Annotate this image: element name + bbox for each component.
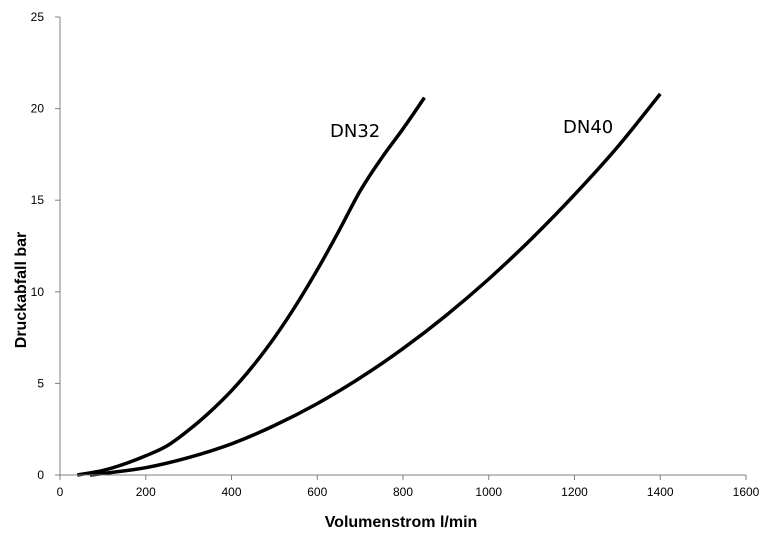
y-tick-label: 20 [31,102,45,116]
series-labels: DN32 DN40 [330,117,613,142]
y-tick-label: 25 [31,10,45,24]
x-tick-label: 200 [136,485,156,499]
series-line-dn40 [89,92,662,477]
x-axis-title: Volumenstrom l/min [325,514,478,531]
y-tick-label: 10 [31,285,45,299]
series-label-dn40: DN40 [563,117,613,138]
x-tick-label: 600 [307,485,327,499]
series-label-dn32: DN32 [330,121,380,142]
x-tick-label: 0 [57,485,64,499]
x-tick-label: 1200 [561,485,588,499]
series-layer [76,92,662,477]
y-tick-label: 0 [37,468,44,482]
x-tick-label: 1000 [475,485,502,499]
y-tick-label: 15 [31,193,45,207]
x-tick-label: 400 [221,485,241,499]
x-tick-label: 800 [393,485,413,499]
y-tick-label: 5 [37,376,44,390]
x-tick-label: 1400 [647,485,674,499]
series-line-dn32 [76,96,426,477]
x-tick-label: 1600 [733,485,760,499]
y-axis-ticks: 0 5 10 15 20 25 [31,10,60,482]
x-axis-ticks: 0 200 400 600 800 1000 1200 1400 1600 [57,475,760,499]
y-axis-title: Druckabfall bar [13,232,30,348]
